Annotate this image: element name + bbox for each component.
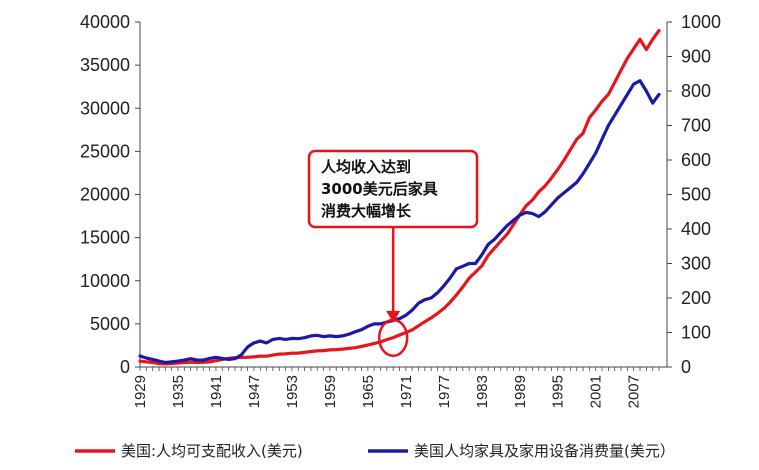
x-tick-label: 1971 [398,375,415,408]
y-left-tick-label: 25000 [80,141,130,161]
x-tick-label: 2001 [588,375,605,408]
y-right-tick-label: 700 [681,116,711,136]
y-right-tick-label: 200 [681,288,711,308]
y-left-tick-label: 30000 [80,98,130,118]
y-right-tick-label: 300 [681,254,711,274]
x-tick-label: 1995 [550,375,567,408]
y-right-tick-label: 100 [681,323,711,343]
legend-label-1: 美国人均家具及家用设备消费量(美元） [414,442,675,460]
x-tick-label: 1935 [170,375,187,408]
x-tick-label: 1947 [246,375,263,408]
y-right-tick-label: 900 [681,47,711,67]
annotation-text: 人均收入达到 [321,158,411,176]
y-right-tick-label: 0 [681,357,691,377]
y-right-tick-label: 600 [681,150,711,170]
y-left-tick-label: 35000 [80,55,130,75]
x-tick-label: 1959 [322,375,339,408]
x-tick-label: 1929 [132,375,149,408]
y-right-tick-label: 500 [681,185,711,205]
y-left-tick-label: 15000 [80,228,130,248]
annotation-circle [377,318,409,358]
x-tick-label: 1977 [436,375,453,408]
y-right-tick-label: 800 [681,81,711,101]
x-tick-label: 1941 [208,375,225,408]
x-tick-label: 1989 [512,375,529,408]
y-right-tick-label: 1000 [681,12,721,32]
x-tick-label: 1953 [284,375,301,408]
x-tick-label: 1983 [474,375,491,408]
y-left-tick-label: 5000 [90,314,130,334]
annotation-text: 3000美元后家具 [321,180,438,198]
y-right-tick-label: 400 [681,219,711,239]
y-left-tick-label: 40000 [80,12,130,32]
y-left-tick-label: 10000 [80,271,130,291]
series-line-1 [138,79,661,365]
annotation-text: 消费大幅增长 [321,202,412,220]
legend-label-0: 美国:人均可支配收入(美元) [121,442,303,460]
annotation-arrow-head [386,310,401,323]
x-tick-label: 2007 [626,375,643,408]
y-left-tick-label: 0 [120,357,130,377]
x-tick-label: 1965 [360,375,377,408]
y-left-tick-label: 20000 [80,185,130,205]
